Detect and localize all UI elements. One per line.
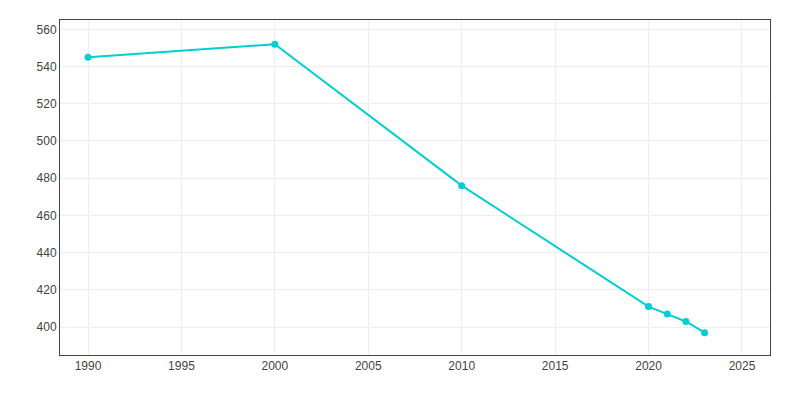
svg-text:540: 540 bbox=[37, 60, 57, 74]
svg-text:440: 440 bbox=[37, 246, 57, 260]
svg-text:560: 560 bbox=[37, 23, 57, 37]
svg-text:2025: 2025 bbox=[729, 359, 756, 373]
svg-text:1990: 1990 bbox=[75, 359, 102, 373]
svg-text:2020: 2020 bbox=[635, 359, 662, 373]
svg-text:460: 460 bbox=[37, 209, 57, 223]
svg-text:500: 500 bbox=[37, 134, 57, 148]
svg-text:400: 400 bbox=[37, 320, 57, 334]
svg-text:2010: 2010 bbox=[448, 359, 475, 373]
svg-text:520: 520 bbox=[37, 97, 57, 111]
svg-text:2015: 2015 bbox=[542, 359, 569, 373]
svg-text:2005: 2005 bbox=[355, 359, 382, 373]
svg-text:480: 480 bbox=[37, 171, 57, 185]
svg-text:2000: 2000 bbox=[262, 359, 289, 373]
svg-text:1995: 1995 bbox=[168, 359, 195, 373]
svg-text:420: 420 bbox=[37, 283, 57, 297]
